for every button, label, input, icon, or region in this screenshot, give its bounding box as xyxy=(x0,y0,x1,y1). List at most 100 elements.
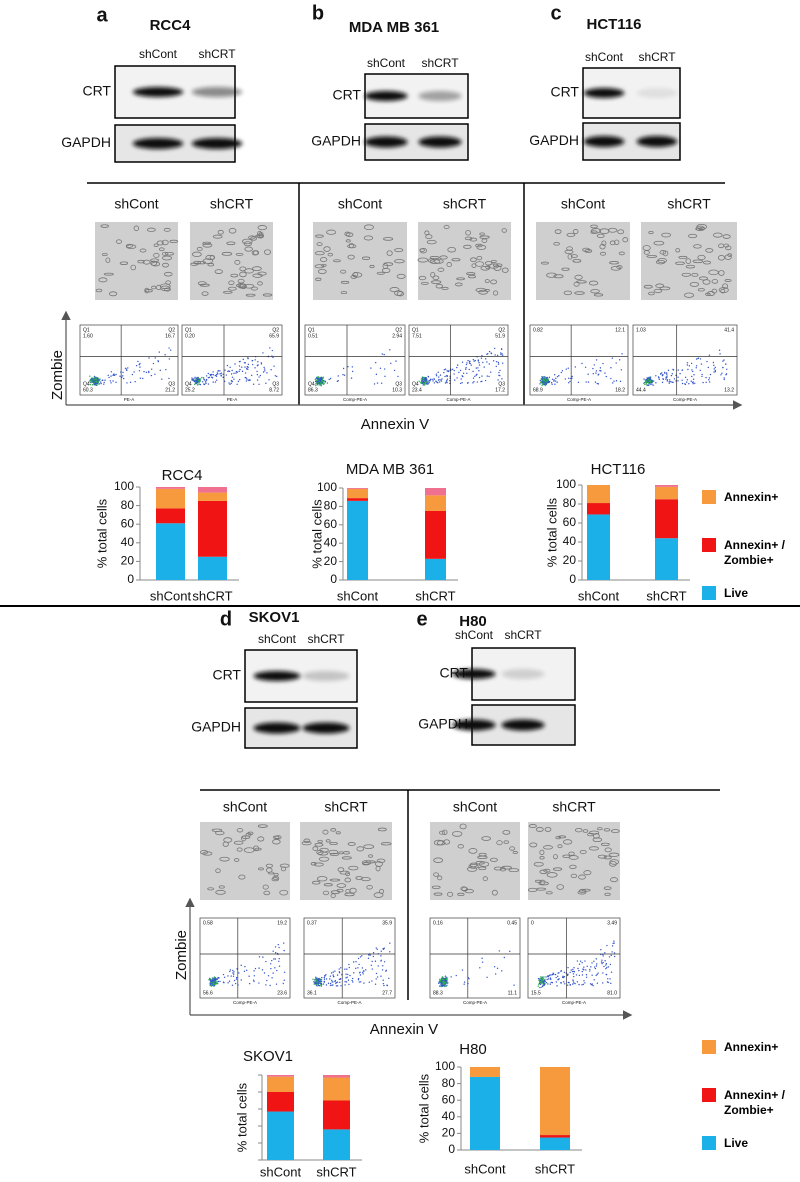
cell xyxy=(464,236,473,241)
event-dot xyxy=(346,968,348,970)
cell xyxy=(614,239,620,246)
event-dot xyxy=(445,978,448,980)
event-dot xyxy=(539,983,542,986)
event-dot xyxy=(572,968,574,971)
cell xyxy=(373,892,384,898)
cell xyxy=(475,860,485,865)
event-dot xyxy=(673,378,676,380)
cell xyxy=(484,289,490,292)
flow-plot-x-label: PE-A xyxy=(124,397,135,402)
cell xyxy=(95,288,103,293)
event-dot xyxy=(570,969,573,971)
blot-band xyxy=(191,138,243,149)
event-dot xyxy=(201,381,204,383)
event-dot xyxy=(440,978,443,980)
event-dot xyxy=(212,374,215,376)
event-dot xyxy=(477,367,479,369)
cell xyxy=(490,259,497,263)
event-dot xyxy=(494,354,496,356)
event-dot xyxy=(697,357,700,359)
event-dot xyxy=(561,976,564,979)
blot-column-label: shCont xyxy=(139,47,178,61)
cell xyxy=(558,835,567,839)
event-dot xyxy=(315,983,317,985)
cell xyxy=(235,252,244,256)
cell xyxy=(478,852,487,857)
cell xyxy=(163,287,171,292)
blot-column-label: shCRT xyxy=(421,56,459,70)
event-dot xyxy=(269,984,271,987)
event-dot xyxy=(265,960,267,963)
event-dot xyxy=(283,979,286,981)
event-dot xyxy=(613,380,615,382)
cell xyxy=(484,279,490,284)
event-dot xyxy=(205,375,208,377)
event-dot xyxy=(214,980,217,983)
cell xyxy=(233,840,244,845)
cell xyxy=(707,291,715,296)
event-dot xyxy=(569,983,571,986)
event-dot xyxy=(595,372,597,374)
event-dot xyxy=(159,369,161,372)
event-dot xyxy=(376,948,379,950)
cell xyxy=(578,874,586,880)
event-dot xyxy=(557,972,559,974)
event-dot xyxy=(209,979,211,982)
event-dot xyxy=(440,982,443,984)
cell xyxy=(535,827,544,832)
event-dot xyxy=(321,379,324,381)
event-dot xyxy=(538,978,540,980)
event-dot xyxy=(713,364,715,367)
event-dot xyxy=(609,978,611,980)
event-dot xyxy=(361,955,363,957)
cell xyxy=(492,290,499,296)
event-dot xyxy=(619,380,622,383)
bar-segment xyxy=(425,558,446,580)
event-dot xyxy=(542,383,544,385)
cell xyxy=(197,281,207,286)
event-dot xyxy=(348,966,351,969)
bar-segment xyxy=(323,1077,350,1101)
event-dot xyxy=(250,374,253,377)
cell xyxy=(313,862,324,867)
cell xyxy=(98,277,108,283)
condition-label: shCRT xyxy=(324,799,368,815)
event-dot xyxy=(705,381,707,384)
legend-item: Annexin+ / Zombie+ xyxy=(702,538,800,568)
cell xyxy=(569,864,577,870)
event-dot xyxy=(469,362,471,365)
event-dot xyxy=(604,372,606,374)
cell xyxy=(705,248,714,253)
bar-segment xyxy=(425,511,446,559)
event-dot xyxy=(499,374,501,377)
event-dot xyxy=(282,982,284,985)
cell xyxy=(222,841,229,847)
cell xyxy=(705,292,711,296)
event-dot xyxy=(122,377,125,380)
event-dot xyxy=(262,956,264,958)
event-dot xyxy=(232,975,235,978)
cell xyxy=(491,889,498,896)
event-dot xyxy=(610,377,612,380)
cell xyxy=(539,855,545,860)
event-dot xyxy=(542,979,545,982)
event-dot xyxy=(610,971,613,973)
event-dot xyxy=(137,360,139,363)
flow-plot-x-label: Comp-PE-A xyxy=(343,397,367,402)
cell xyxy=(503,840,509,844)
event-dot xyxy=(265,382,267,384)
event-dot xyxy=(537,985,539,987)
event-dot xyxy=(322,376,325,378)
cell xyxy=(502,830,511,835)
cell xyxy=(512,851,518,855)
event-dot xyxy=(223,976,226,978)
cell xyxy=(161,255,172,261)
event-dot xyxy=(544,983,546,985)
blot-row-label: CRT xyxy=(82,83,111,99)
event-dot xyxy=(615,380,618,382)
cell xyxy=(539,869,548,875)
cell xyxy=(457,844,464,849)
event-dot xyxy=(158,351,160,353)
bar-segment xyxy=(323,1075,350,1078)
gate-value: 3.49 xyxy=(607,920,617,926)
